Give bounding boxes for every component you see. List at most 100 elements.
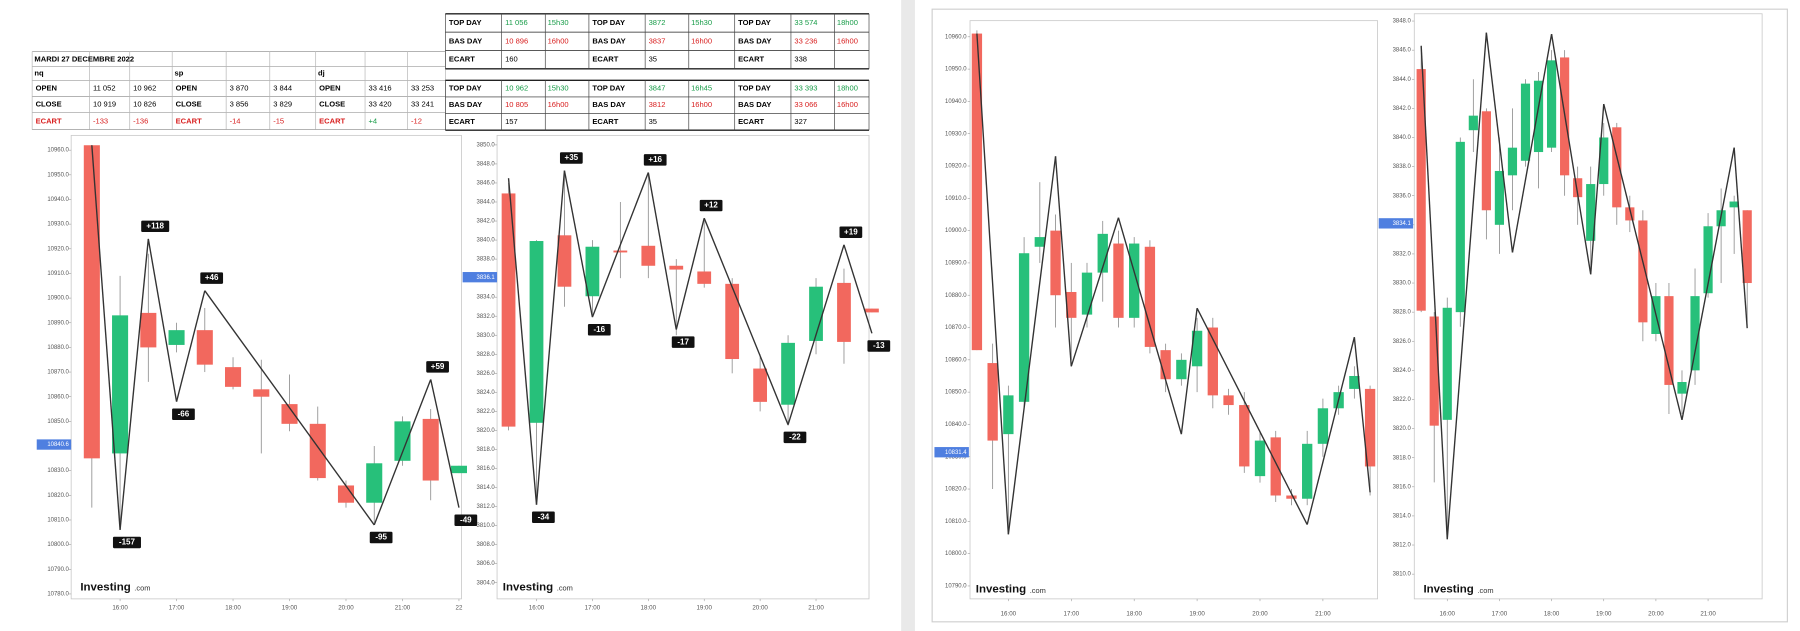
y-tick-label: 10860.0	[47, 394, 69, 400]
cell-value: 10 962	[133, 83, 156, 92]
y-tick-label: 3814.0	[1393, 513, 1412, 519]
y-tick-label: 10810.0	[47, 518, 69, 524]
cell-value: 33 416	[368, 83, 391, 92]
plot-frame	[1413, 13, 1763, 600]
cell-value: 33 393	[794, 84, 817, 93]
y-tick-label: 10850.0	[945, 390, 967, 396]
right-frame	[931, 8, 1788, 623]
candle-body	[1533, 80, 1544, 153]
zigzag-label-box	[426, 361, 449, 373]
zigzag-label-box	[200, 272, 224, 284]
cell-value: 33 066	[794, 100, 817, 109]
y-tick-label: 10940.0	[945, 99, 967, 105]
cell-value: 3872	[649, 18, 666, 27]
y-tick-label: 3820.0	[1393, 426, 1412, 432]
cell-value: 33 241	[411, 99, 434, 108]
plot-frame	[969, 20, 1378, 600]
zigzag-segment	[119, 238, 150, 530]
y-tick-label: 3846.0	[1393, 48, 1412, 54]
candle-body	[422, 418, 439, 481]
cell-value: 157	[505, 117, 518, 126]
cell-value: 11 052	[93, 83, 116, 92]
row-label: TOP DAY	[738, 18, 771, 27]
zigzag-segment	[1070, 217, 1120, 367]
candle-body	[168, 330, 185, 345]
candle-body	[83, 145, 100, 459]
row-label: BAS DAY	[738, 36, 771, 45]
y-tick-label: 3818.0	[477, 447, 496, 453]
x-tick-label: 21:00	[1700, 610, 1716, 617]
cell-value: 16h00	[548, 100, 569, 109]
zigzag-label: +118	[146, 221, 164, 230]
zigzag-label-box	[783, 431, 807, 444]
row-label: CLOSE	[36, 99, 62, 108]
cell-value: 3 844	[273, 83, 292, 92]
x-tick-label: 20:00	[1648, 610, 1664, 617]
plot-frame	[496, 134, 870, 600]
zigzag-label: +19	[844, 227, 858, 236]
zigzag-label: -34	[538, 512, 550, 521]
candle-body	[1003, 395, 1014, 435]
y-tick-label: 3840.0	[477, 238, 496, 244]
zigzag-segment	[147, 238, 178, 402]
table-date: MARDI 27 DECEMBRE 2022	[34, 55, 134, 64]
index-name: nq	[34, 68, 44, 77]
candle-body	[1599, 137, 1609, 185]
y-tick-label: 3846.0	[477, 181, 496, 187]
candle-body	[809, 286, 823, 341]
x-tick-label: 16:00	[529, 605, 545, 612]
cell-value: 33 253	[411, 83, 434, 92]
y-tick-label: 3816.0	[1393, 484, 1412, 490]
x-tick-label: 22	[456, 605, 463, 612]
candle-body	[337, 485, 355, 503]
candle-body	[1442, 307, 1452, 420]
cell-value: 3 829	[273, 99, 292, 108]
candle-body	[1742, 210, 1752, 284]
candle-body	[1160, 350, 1171, 380]
cell-value: 18h00	[837, 18, 858, 27]
candle-body	[1468, 115, 1478, 131]
row-label: BAS DAY	[738, 100, 771, 109]
zigzag-label: -22	[789, 432, 801, 441]
candle-body	[1625, 207, 1635, 221]
cell-value: 33 574	[794, 18, 817, 27]
candle-body	[613, 250, 628, 253]
cell-value: 35	[649, 117, 657, 126]
y-tick-label: 3822.0	[477, 409, 496, 415]
y-tick-label: 3816.0	[477, 466, 496, 472]
y-tick-label: 10950.0	[945, 67, 967, 73]
y-tick-label: 10950.0	[47, 172, 69, 178]
candle-body	[753, 368, 768, 402]
y-tick-label: 3828.0	[477, 352, 496, 358]
y-tick-label: 10850.0	[47, 419, 69, 425]
x-tick-label: 20:00	[752, 605, 768, 612]
cell-value: 18h00	[837, 84, 858, 93]
y-tick-label: 3830.0	[477, 333, 496, 339]
y-tick-label: 3832.0	[1393, 252, 1412, 258]
watermark-brand: Investing	[503, 581, 553, 593]
candle-body	[1455, 141, 1465, 313]
candle-body	[1429, 316, 1439, 426]
y-tick-label: 3812.0	[477, 504, 496, 510]
candle-body	[1018, 253, 1030, 402]
row-label: OPEN	[176, 83, 197, 92]
y-tick-label: 3832.0	[477, 314, 496, 320]
candle-body	[1349, 375, 1360, 389]
y-tick-label: 10870.0	[945, 325, 967, 331]
cell-value: 33 420	[368, 99, 391, 108]
zigzag-segment	[1007, 156, 1057, 535]
y-tick-label: 10960.0	[47, 148, 69, 154]
y-tick-label: 10820.0	[47, 493, 69, 499]
x-tick-label: 21:00	[1315, 610, 1331, 617]
zigzag-segment	[647, 172, 677, 330]
watermark-brand: Investing	[80, 581, 130, 593]
zigzag-label: +16	[648, 155, 662, 164]
zigzag-label: -49	[460, 515, 472, 524]
zigzag-segment	[1681, 147, 1735, 420]
candle-body	[1520, 83, 1531, 161]
cell-value: 3847	[649, 84, 666, 93]
x-tick-label: 18:00	[1544, 610, 1560, 617]
zigzag-label: +59	[431, 362, 445, 371]
